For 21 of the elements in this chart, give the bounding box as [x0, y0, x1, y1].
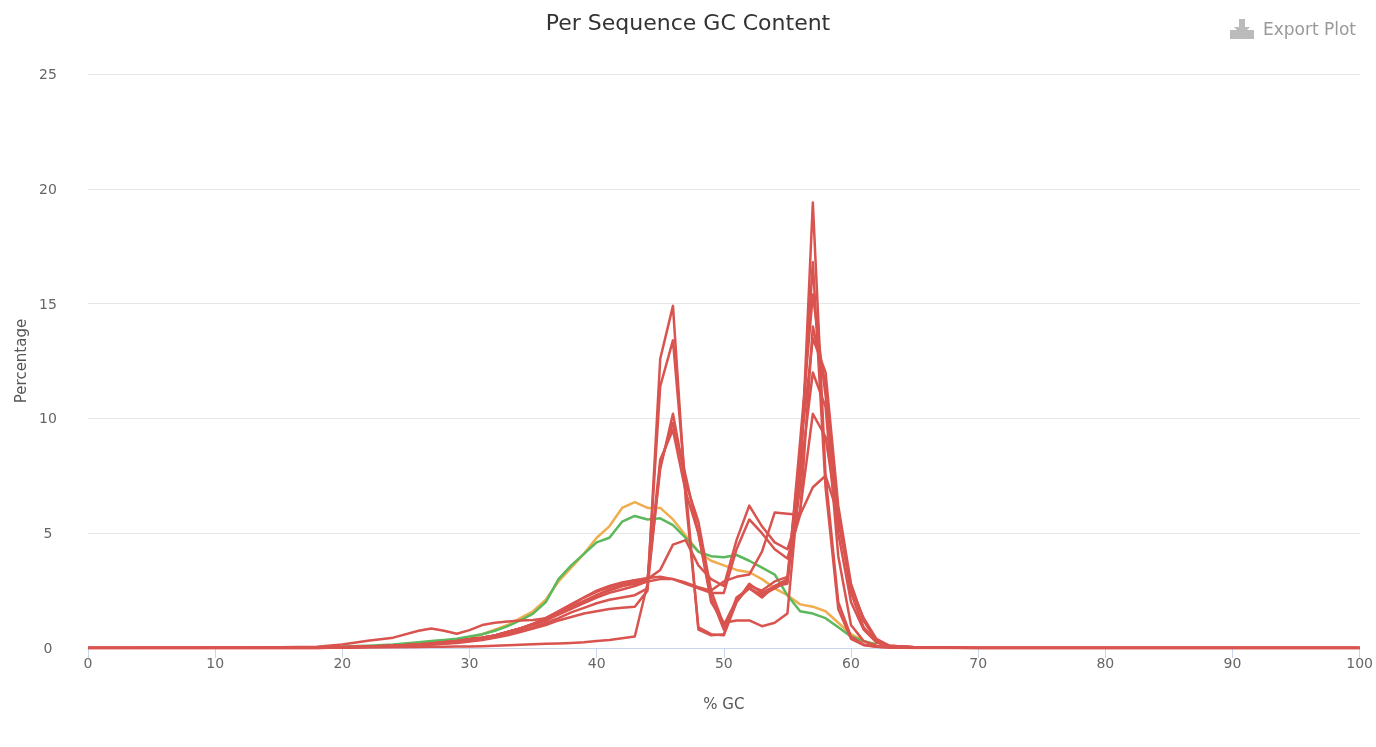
x-tick-label: 100 — [1346, 655, 1374, 671]
y-tick-label: 5 — [43, 525, 53, 542]
x-tick-label: 10 — [206, 655, 225, 671]
x-tick-label: 40 — [587, 655, 606, 671]
x-tick-label: 20 — [333, 655, 352, 671]
y-axis-title: Percentage — [11, 318, 30, 404]
y-tick-label: 10 — [39, 410, 57, 427]
y-tick-label: 25 — [39, 66, 57, 82]
x-tick-label: 0 — [83, 655, 93, 671]
chart-title: Per Sequence GC Content — [545, 9, 831, 35]
x-tick-label: 90 — [1223, 655, 1242, 671]
x-tick-label: 50 — [714, 655, 733, 671]
y-tick-label: 0 — [43, 640, 53, 656]
x-tick-label: 60 — [842, 655, 860, 671]
text: Export Plot — [1262, 19, 1356, 39]
y-tick-label: 15 — [39, 295, 57, 312]
x-tick-label: 80 — [1096, 655, 1115, 671]
x-tick-label: 30 — [460, 655, 479, 671]
x-tick-label: 70 — [969, 655, 988, 671]
y-tick-label: 20 — [39, 180, 57, 197]
x-axis-title: % GC — [703, 694, 745, 713]
